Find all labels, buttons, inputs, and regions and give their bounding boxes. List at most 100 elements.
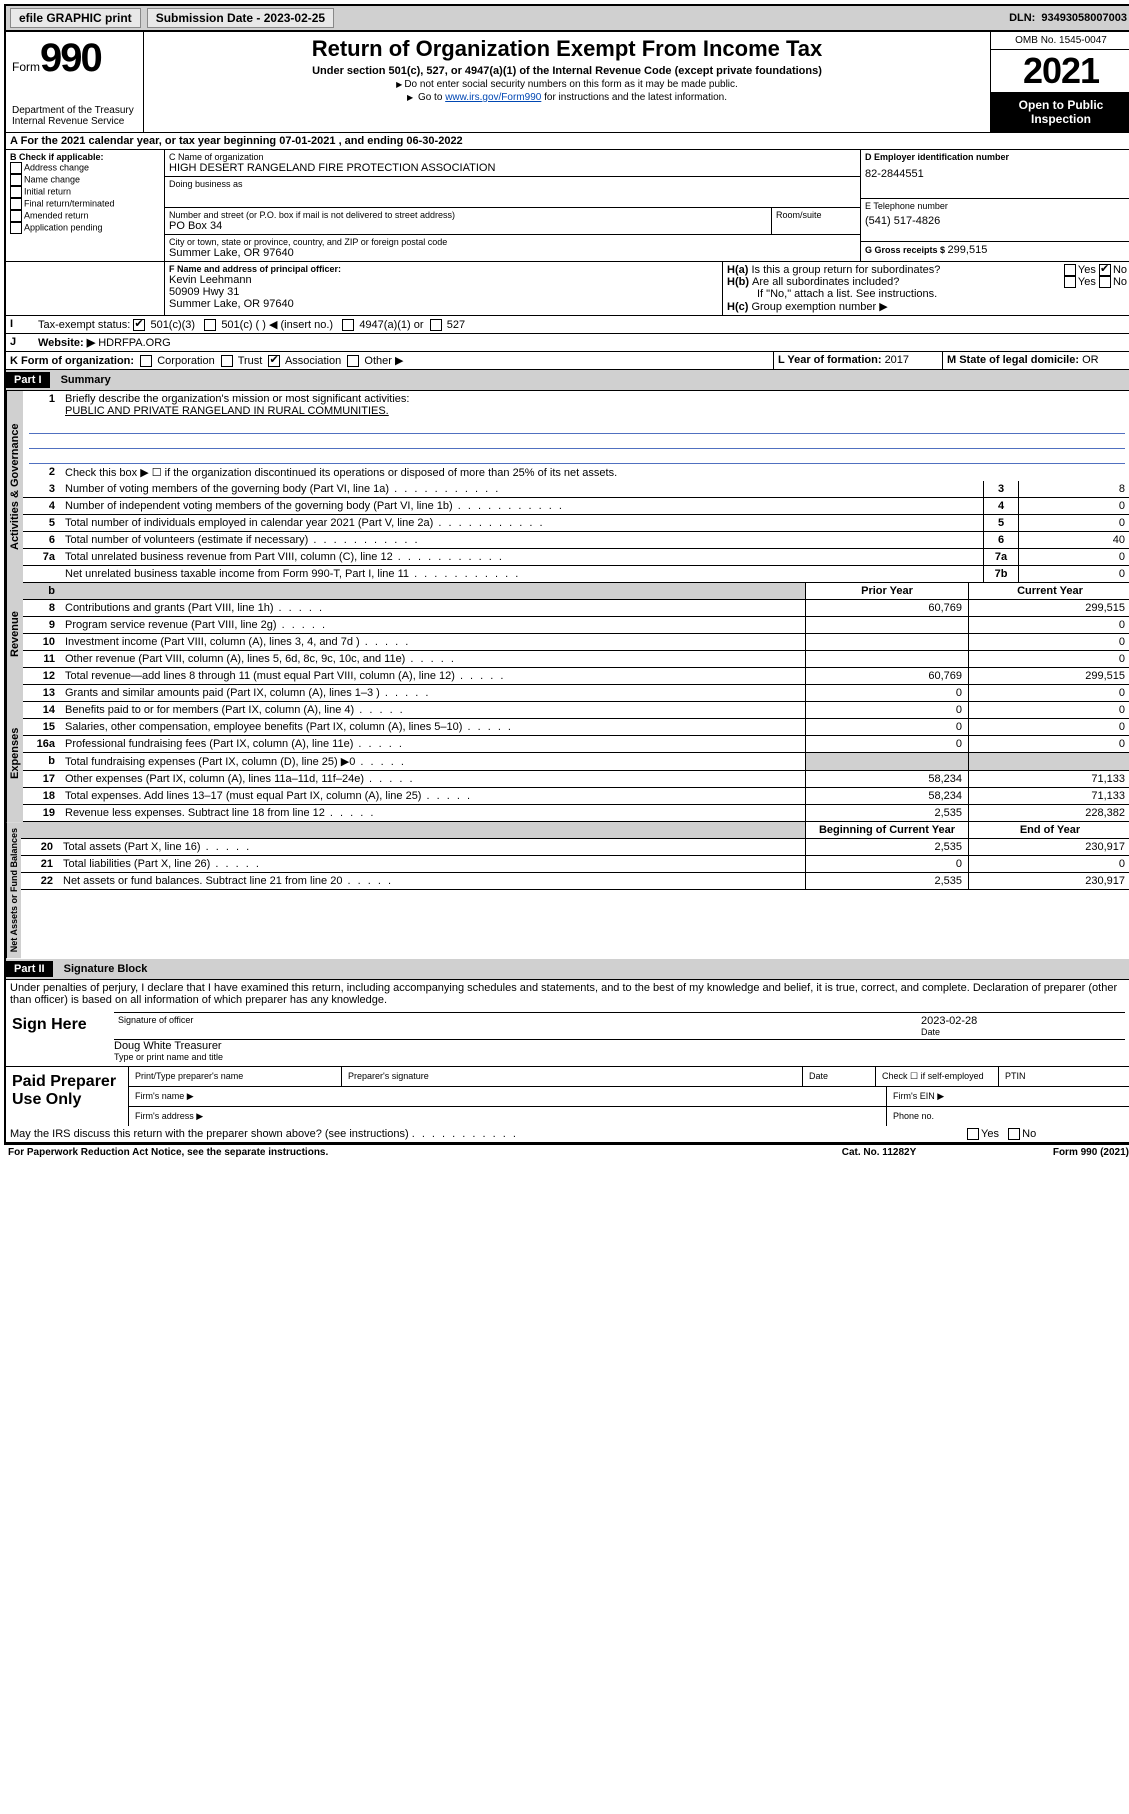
prep-sig-label: Preparer's signature (342, 1067, 803, 1086)
summary-row: 19 Revenue less expenses. Subtract line … (23, 805, 1129, 822)
form-subtitle: Under section 501(c), 527, or 4947(a)(1)… (150, 65, 984, 77)
k-label: K Form of organization: (10, 355, 134, 367)
gross-receipts-value: 299,515 (948, 244, 988, 256)
governance-section: Activities & Governance 1 Briefly descri… (6, 391, 1129, 583)
sig-officer-label: Signature of officer (118, 1015, 921, 1037)
501c-check[interactable] (204, 319, 216, 331)
irs-label: Internal Revenue Service (12, 116, 137, 127)
firm-phone-label: Phone no. (887, 1107, 1129, 1126)
prior-year-hdr: Prior Year (805, 583, 968, 599)
c-name-label: C Name of organization (169, 152, 856, 162)
submission-date-value: 2023-02-25 (264, 11, 325, 25)
dept-treasury: Department of the Treasury (12, 105, 137, 116)
hb-note: If "No," attach a list. See instructions… (727, 288, 1127, 300)
summary-row: 21 Total liabilities (Part X, line 26) 0… (21, 856, 1129, 873)
initial-return-check[interactable] (10, 186, 22, 198)
name-change-check[interactable] (10, 174, 22, 186)
efile-print-button[interactable]: efile GRAPHIC print (10, 8, 141, 28)
e-phone-label: E Telephone number (865, 201, 1127, 211)
ha-yes-check[interactable] (1064, 264, 1076, 276)
summary-row: b Total fundraising expenses (Part IX, c… (23, 753, 1129, 771)
period-row: A For the 2021 calendar year, or tax yea… (6, 133, 1129, 150)
trust-check[interactable] (221, 355, 233, 367)
part-ii-header: Part II Signature Block (6, 959, 1129, 980)
paid-preparer-label: Paid Preparer Use Only (6, 1067, 129, 1126)
ein-column: D Employer identification number 82-2844… (860, 150, 1129, 261)
tax-status-row: I Tax-exempt status: 501(c)(3) 501(c) ( … (6, 316, 1129, 334)
summary-row: 18 Total expenses. Add lines 13–17 (must… (23, 788, 1129, 805)
j-label: Website: ▶ (38, 337, 95, 349)
expenses-tab: Expenses (6, 685, 23, 822)
form-title: Return of Organization Exempt From Incom… (150, 36, 984, 62)
ha-no-check[interactable] (1099, 264, 1111, 276)
form-id-box: Form990 Department of the Treasury Inter… (6, 32, 144, 132)
paid-preparer-section: Paid Preparer Use Only Print/Type prepar… (6, 1067, 1129, 1126)
ein-value: 82-2844551 (865, 168, 1127, 180)
summary-row: 4 Number of independent voting members o… (23, 498, 1129, 515)
may-irs-text: May the IRS discuss this return with the… (10, 1128, 409, 1140)
expenses-section: Expenses 13 Grants and similar amounts p… (6, 685, 1129, 822)
end-year-hdr: End of Year (968, 822, 1129, 838)
dln-label: DLN: (1009, 12, 1035, 24)
note-ssn: Do not enter social security numbers on … (150, 79, 984, 90)
current-year-hdr: Current Year (968, 583, 1129, 599)
discuss-no-check[interactable] (1008, 1128, 1020, 1140)
cat-number: Cat. No. 11282Y (779, 1147, 979, 1158)
may-irs-row: May the IRS discuss this return with the… (6, 1126, 1129, 1143)
4947-check[interactable] (342, 319, 354, 331)
discuss-yes-check[interactable] (967, 1128, 979, 1140)
final-return-check[interactable] (10, 198, 22, 210)
netassets-section: Net Assets or Fund Balances Beginning of… (6, 822, 1129, 958)
summary-row: 8 Contributions and grants (Part VIII, l… (23, 600, 1129, 617)
summary-row: 13 Grants and similar amounts paid (Part… (23, 685, 1129, 702)
d-ein-label: D Employer identification number (865, 152, 1127, 162)
ptin-label: PTIN (999, 1067, 1129, 1086)
sign-here-label: Sign Here (6, 1008, 108, 1066)
paperwork-notice: For Paperwork Reduction Act Notice, see … (8, 1147, 779, 1158)
summary-row: 22 Net assets or fund balances. Subtract… (21, 873, 1129, 890)
summary-row: 9 Program service revenue (Part VIII, li… (23, 617, 1129, 634)
summary-row: 7a Total unrelated business revenue from… (23, 549, 1129, 566)
app-pending-check[interactable] (10, 222, 22, 234)
period-begin: 07-01-2021 (279, 135, 335, 147)
room-label: Room/suite (772, 208, 860, 234)
summary-row: 17 Other expenses (Part IX, column (A), … (23, 771, 1129, 788)
officer-name: Kevin Leehmann (169, 274, 718, 286)
dln-value: 93493058007003 (1041, 12, 1127, 24)
irs-link[interactable]: www.irs.gov/Form990 (445, 92, 541, 103)
org-info-block: B Check if applicable: Address change Na… (6, 150, 1129, 262)
part-i-header: Part I Summary (6, 370, 1129, 391)
firm-addr-label: Firm's address ▶ (129, 1107, 887, 1126)
self-employed-label: Check ☐ if self-employed (876, 1067, 999, 1086)
amended-check[interactable] (10, 210, 22, 222)
summary-row: Net unrelated business taxable income fr… (23, 566, 1129, 583)
firm-ein-label: Firm's EIN ▶ (887, 1087, 1129, 1106)
addr-change-check[interactable] (10, 162, 22, 174)
org-address: PO Box 34 (169, 220, 767, 232)
f-label: F Name and address of principal officer: (169, 264, 718, 274)
501c3-check[interactable] (133, 319, 145, 331)
form-number: 990 (40, 36, 101, 80)
sign-here-row: Sign Here Signature of officer 2023-02-2… (6, 1008, 1129, 1067)
hb-text: Are all subordinates included? (752, 276, 1064, 288)
527-check[interactable] (430, 319, 442, 331)
website-row: J Website: ▶ HDRFPA.ORG (6, 334, 1129, 352)
mission-text: PUBLIC AND PRIVATE RANGELAND IN RURAL CO… (65, 405, 1127, 417)
submission-date-button[interactable]: Submission Date - 2023-02-25 (147, 8, 334, 28)
other-check[interactable] (347, 355, 359, 367)
page-footer: For Paperwork Reduction Act Notice, see … (4, 1145, 1129, 1160)
summary-row: 5 Total number of individuals employed i… (23, 515, 1129, 532)
hb-no-check[interactable] (1099, 276, 1111, 288)
sig-date-value: 2023-02-28 (921, 1015, 1121, 1027)
form-container: Form990 Department of the Treasury Inter… (4, 32, 1129, 1145)
i-label: Tax-exempt status: (38, 319, 130, 331)
type-name-label: Type or print name and title (114, 1052, 1125, 1062)
corp-check[interactable] (140, 355, 152, 367)
open-inspection: Open to Public Inspection (991, 92, 1129, 132)
hb-yes-check[interactable] (1064, 276, 1076, 288)
assoc-check[interactable] (268, 355, 280, 367)
org-name: HIGH DESERT RANGELAND FIRE PROTECTION AS… (169, 162, 856, 174)
prep-date-label: Date (803, 1067, 876, 1086)
officer-addr1: 50909 Hwy 31 (169, 286, 718, 298)
submission-date-label: Submission Date - (156, 11, 264, 25)
